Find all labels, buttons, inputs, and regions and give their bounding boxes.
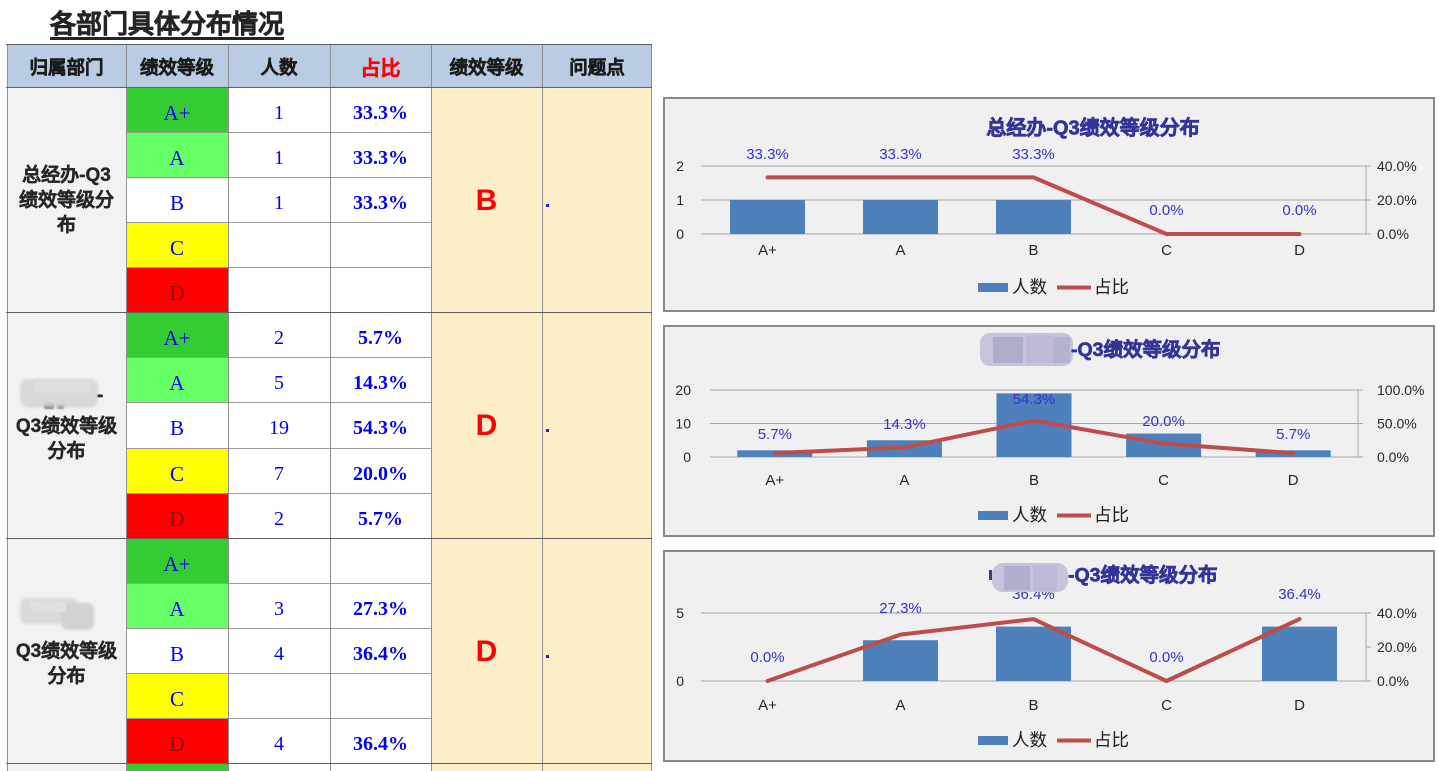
svg-text:C: C xyxy=(1161,242,1172,259)
svg-text:0.0%: 0.0% xyxy=(1149,649,1183,666)
svg-text:B: B xyxy=(1028,242,1038,259)
svg-text:总经办-Q3绩效等级分布: 总经办-Q3绩效等级分布 xyxy=(986,116,1199,140)
svg-text:10: 10 xyxy=(675,416,691,432)
svg-text:0: 0 xyxy=(676,226,684,242)
svg-text:20: 20 xyxy=(675,382,691,398)
svg-text:占比: 占比 xyxy=(1094,277,1129,297)
svg-text:-Q3绩效等级分布: -Q3绩效等级分布 xyxy=(1071,338,1221,361)
svg-text:B: B xyxy=(1028,697,1038,714)
svg-text:54.3%: 54.3% xyxy=(1013,391,1056,408)
svg-text:20.0%: 20.0% xyxy=(1377,639,1417,655)
svg-text:0.0%: 0.0% xyxy=(1377,673,1409,689)
svg-text:D: D xyxy=(1294,697,1305,714)
svg-text:A: A xyxy=(899,472,909,489)
svg-text:B: B xyxy=(1029,472,1039,489)
svg-text:A+: A+ xyxy=(765,472,784,489)
svg-text:33.3%: 33.3% xyxy=(879,146,922,163)
svg-text:20.0%: 20.0% xyxy=(1142,413,1185,430)
svg-text:占比: 占比 xyxy=(1094,730,1129,750)
svg-text:5.7%: 5.7% xyxy=(1276,426,1310,443)
svg-text:0.0%: 0.0% xyxy=(1377,449,1409,465)
svg-text:5: 5 xyxy=(676,605,684,621)
svg-text:0.0%: 0.0% xyxy=(1282,202,1316,219)
svg-text:36.4%: 36.4% xyxy=(1278,586,1321,603)
svg-text:A+: A+ xyxy=(758,242,777,259)
svg-text:0.0%: 0.0% xyxy=(750,649,784,666)
svg-text:0.0%: 0.0% xyxy=(1149,202,1183,219)
svg-text:100.0%: 100.0% xyxy=(1377,382,1424,398)
svg-text:D: D xyxy=(1288,472,1299,489)
svg-text:33.3%: 33.3% xyxy=(1012,146,1055,163)
svg-text:33.3%: 33.3% xyxy=(746,146,789,163)
svg-text:A+: A+ xyxy=(758,697,777,714)
svg-text:C: C xyxy=(1158,472,1169,489)
svg-text:5.7%: 5.7% xyxy=(758,426,792,443)
svg-text:20.0%: 20.0% xyxy=(1377,192,1417,208)
svg-text:-Q3绩效等级分布: -Q3绩效等级分布 xyxy=(1068,564,1218,587)
svg-text:人数: 人数 xyxy=(1012,277,1047,297)
svg-text:A: A xyxy=(895,697,905,714)
svg-text:D: D xyxy=(1294,242,1305,259)
svg-text:0: 0 xyxy=(683,449,691,465)
svg-text:占比: 占比 xyxy=(1094,505,1129,525)
svg-text:50.0%: 50.0% xyxy=(1377,416,1417,432)
svg-text:A: A xyxy=(895,242,905,259)
svg-text:14.3%: 14.3% xyxy=(883,416,926,433)
svg-text:人数: 人数 xyxy=(1012,505,1047,525)
svg-text:2: 2 xyxy=(676,158,684,174)
svg-text:0.0%: 0.0% xyxy=(1377,226,1409,242)
svg-text:40.0%: 40.0% xyxy=(1377,605,1417,621)
svg-text:0: 0 xyxy=(676,673,684,689)
svg-text:C: C xyxy=(1161,697,1172,714)
svg-text:1: 1 xyxy=(676,192,684,208)
svg-text:40.0%: 40.0% xyxy=(1377,158,1417,174)
svg-text:27.3%: 27.3% xyxy=(879,600,922,617)
svg-text:人数: 人数 xyxy=(1012,730,1047,750)
